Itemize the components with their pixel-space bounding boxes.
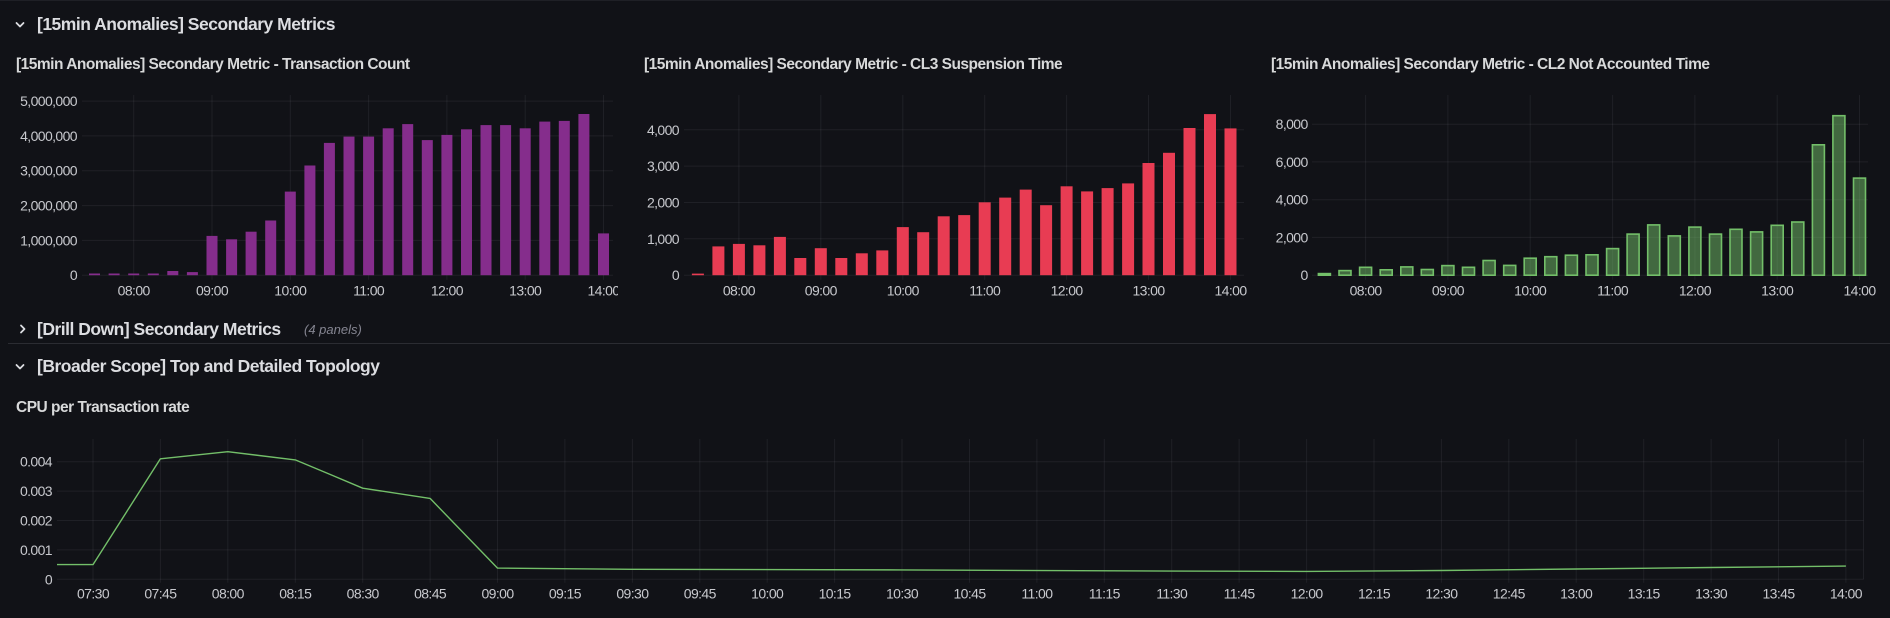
svg-text:0.004: 0.004 [20,454,53,470]
svg-text:07:45: 07:45 [144,586,177,602]
svg-text:13:15: 13:15 [1628,586,1661,602]
svg-text:13:00: 13:00 [509,283,542,299]
svg-text:10:00: 10:00 [274,283,307,299]
svg-text:1,000,000: 1,000,000 [20,232,78,248]
svg-text:10:00: 10:00 [1514,283,1547,299]
svg-text:12:45: 12:45 [1493,586,1526,602]
svg-text:4,000: 4,000 [1276,192,1309,208]
svg-text:12:00: 12:00 [1679,283,1712,299]
svg-text:08:15: 08:15 [279,586,312,602]
svg-text:11:00: 11:00 [1597,283,1629,299]
svg-text:12:00: 12:00 [431,283,464,299]
svg-text:14:00: 14:00 [1214,283,1247,299]
svg-text:2,000: 2,000 [1276,229,1309,245]
svg-text:09:00: 09:00 [196,283,229,299]
svg-text:14:00: 14:00 [1830,586,1863,602]
svg-text:0: 0 [70,267,78,283]
svg-text:8,000: 8,000 [1276,116,1309,132]
svg-text:13:45: 13:45 [1762,586,1795,602]
svg-text:11:00: 11:00 [353,283,385,299]
svg-text:10:15: 10:15 [819,586,852,602]
svg-text:5,000,000: 5,000,000 [20,93,78,109]
svg-text:14:00: 14:00 [587,283,618,299]
svg-text:10:00: 10:00 [887,283,920,299]
svg-text:13:00: 13:00 [1761,283,1794,299]
svg-text:09:30: 09:30 [616,586,649,602]
svg-text:0: 0 [45,571,53,587]
svg-text:6,000: 6,000 [1276,154,1309,170]
svg-text:08:30: 08:30 [347,586,380,602]
svg-text:09:00: 09:00 [481,586,514,602]
svg-text:12:30: 12:30 [1425,586,1458,602]
svg-text:11:15: 11:15 [1089,586,1121,602]
svg-text:13:30: 13:30 [1695,586,1728,602]
svg-text:08:00: 08:00 [118,283,151,299]
svg-text:4,000,000: 4,000,000 [20,128,78,144]
svg-text:12:00: 12:00 [1051,283,1084,299]
svg-text:3,000,000: 3,000,000 [20,163,78,179]
svg-text:08:00: 08:00 [723,283,756,299]
svg-text:13:00: 13:00 [1560,586,1593,602]
svg-text:2,000: 2,000 [647,195,680,211]
svg-text:0: 0 [1301,267,1309,283]
svg-text:11:00: 11:00 [969,283,1001,299]
svg-text:11:45: 11:45 [1224,586,1256,602]
svg-text:09:45: 09:45 [684,586,717,602]
svg-text:11:30: 11:30 [1156,586,1188,602]
svg-text:10:45: 10:45 [953,586,986,602]
svg-text:08:00: 08:00 [1350,283,1383,299]
svg-text:07:30: 07:30 [77,586,110,602]
svg-text:0: 0 [672,267,680,283]
svg-text:2,000,000: 2,000,000 [20,198,78,214]
svg-text:08:00: 08:00 [212,586,245,602]
svg-text:0.002: 0.002 [20,513,53,529]
svg-text:08:45: 08:45 [414,586,447,602]
svg-text:0.001: 0.001 [20,542,53,558]
svg-text:12:15: 12:15 [1358,586,1391,602]
svg-text:11:00: 11:00 [1021,586,1053,602]
svg-text:14:00: 14:00 [1843,283,1876,299]
svg-text:09:15: 09:15 [549,586,582,602]
svg-text:12:00: 12:00 [1291,586,1324,602]
svg-text:1,000: 1,000 [647,231,680,247]
svg-text:09:00: 09:00 [1432,283,1465,299]
svg-text:3,000: 3,000 [647,158,680,174]
svg-text:10:00: 10:00 [751,586,784,602]
svg-text:09:00: 09:00 [805,283,838,299]
svg-text:13:00: 13:00 [1132,283,1165,299]
svg-text:10:30: 10:30 [886,586,919,602]
svg-text:4,000: 4,000 [647,122,680,138]
svg-text:0.003: 0.003 [20,483,53,499]
